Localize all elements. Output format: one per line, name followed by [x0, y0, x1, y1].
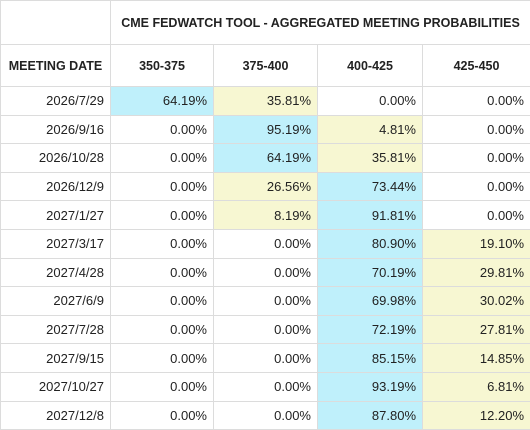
probability-cell: 19.10% [423, 229, 530, 258]
meeting-date: 2027/10/27 [1, 372, 111, 401]
table-title: CME FEDWATCH TOOL - AGGREGATED MEETING P… [111, 1, 530, 45]
probability-cell: 0.00% [111, 287, 214, 316]
probability-cell: 0.00% [111, 201, 214, 230]
blank-cell [1, 1, 111, 45]
probability-cell: 35.81% [318, 144, 423, 173]
probability-cell: 93.19% [318, 372, 423, 401]
probability-cell: 85.15% [318, 344, 423, 373]
probability-cell: 80.90% [318, 229, 423, 258]
meeting-date: 2027/4/28 [1, 258, 111, 287]
column-header: 425-450 [423, 45, 530, 87]
meeting-date: 2027/3/17 [1, 229, 111, 258]
probability-cell: 0.00% [111, 315, 214, 344]
probability-cell: 0.00% [214, 229, 318, 258]
probability-cell: 0.00% [111, 172, 214, 201]
probability-cell: 0.00% [111, 115, 214, 144]
probability-cell: 0.00% [423, 115, 530, 144]
probability-cell: 0.00% [111, 229, 214, 258]
probability-cell: 70.19% [318, 258, 423, 287]
probability-cell: 4.81% [318, 115, 423, 144]
title-row: CME FEDWATCH TOOL - AGGREGATED MEETING P… [1, 1, 530, 45]
probability-cell: 72.19% [318, 315, 423, 344]
meeting-date: 2026/9/16 [1, 115, 111, 144]
meeting-date: 2027/7/28 [1, 315, 111, 344]
probability-cell: 27.81% [423, 315, 530, 344]
probability-cell: 64.19% [111, 87, 214, 116]
probability-cell: 0.00% [423, 172, 530, 201]
meeting-date: 2027/9/15 [1, 344, 111, 373]
probability-cell: 0.00% [111, 372, 214, 401]
probability-cell: 0.00% [111, 144, 214, 173]
meeting-date: 2026/12/9 [1, 172, 111, 201]
meeting-date: 2026/10/28 [1, 144, 111, 173]
probability-cell: 0.00% [423, 201, 530, 230]
probability-cell: 73.44% [318, 172, 423, 201]
column-header: MEETING DATE [1, 45, 111, 87]
probability-cell: 69.98% [318, 287, 423, 316]
probability-cell: 0.00% [214, 315, 318, 344]
probability-cell: 0.00% [111, 344, 214, 373]
probability-cell: 0.00% [214, 258, 318, 287]
column-header: 375-400 [214, 45, 318, 87]
probability-cell: 95.19% [214, 115, 318, 144]
probability-cell: 87.80% [318, 401, 423, 430]
probability-cell: 64.19% [214, 144, 318, 173]
column-header: 350-375 [111, 45, 214, 87]
meeting-date: 2027/1/27 [1, 201, 111, 230]
meeting-date: 2027/6/9 [1, 287, 111, 316]
probability-cell: 0.00% [423, 144, 530, 173]
probability-cell: 0.00% [214, 344, 318, 373]
probability-cell: 26.56% [214, 172, 318, 201]
probability-cell: 14.85% [423, 344, 530, 373]
probability-cell: 35.81% [214, 87, 318, 116]
probability-cell: 0.00% [423, 87, 530, 116]
probability-cell: 0.00% [111, 258, 214, 287]
meeting-date: 2027/12/8 [1, 401, 111, 430]
probability-cell: 30.02% [423, 287, 530, 316]
column-header: 400-425 [318, 45, 423, 87]
probability-cell: 0.00% [111, 401, 214, 430]
probability-cell: 12.20% [423, 401, 530, 430]
probability-cell: 0.00% [214, 287, 318, 316]
meeting-date: 2026/7/29 [1, 87, 111, 116]
probability-cell: 91.81% [318, 201, 423, 230]
probability-cell: 0.00% [214, 372, 318, 401]
probability-cell: 6.81% [423, 372, 530, 401]
probability-cell: 8.19% [214, 201, 318, 230]
probability-cell: 0.00% [214, 401, 318, 430]
probability-cell: 0.00% [318, 87, 423, 116]
probability-cell: 29.81% [423, 258, 530, 287]
